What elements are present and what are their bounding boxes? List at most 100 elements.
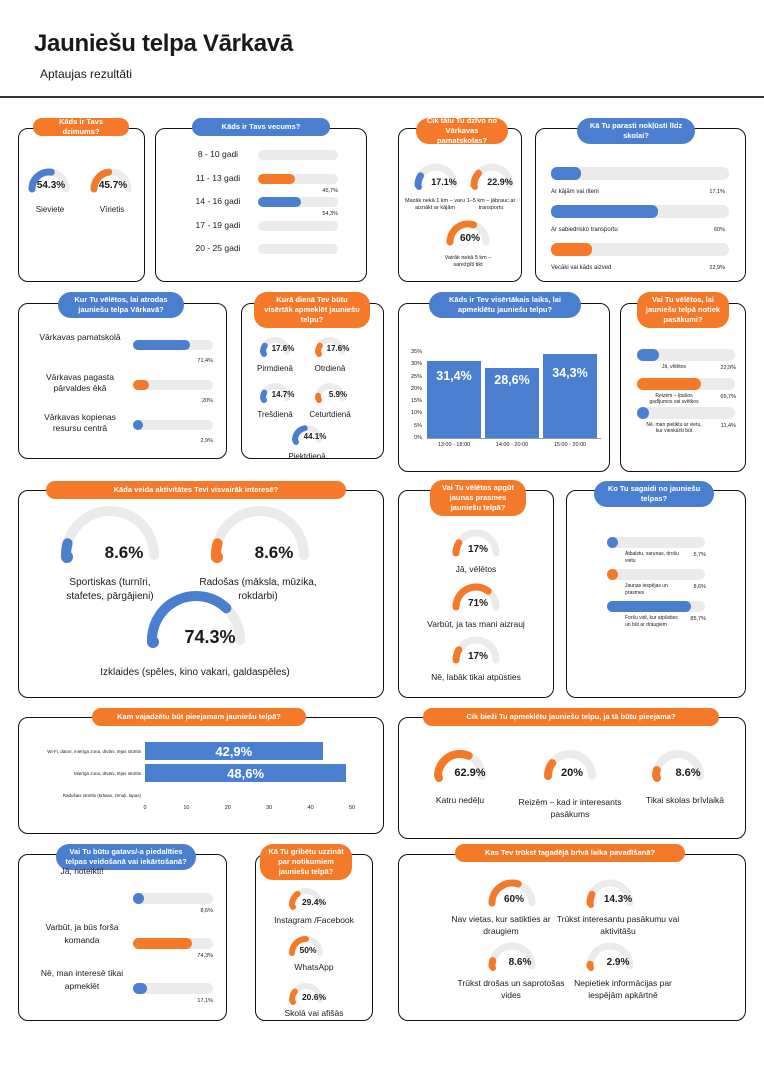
chart-label: Vecāki vai kāds aizved: [551, 265, 612, 271]
gauge-dot: [290, 904, 296, 910]
gauge-value-label: 17.6%: [271, 344, 295, 353]
bar-track: [637, 378, 735, 390]
chart-title-pill: Cik bieži Tu apmeklētu jauniešu telpu, j…: [423, 708, 719, 726]
gauge-mark: [488, 942, 536, 970]
chart-label: Trūkst drošas un saprotošas vides: [457, 978, 565, 1000]
chart-label: 11 - 13 gadi: [195, 172, 241, 183]
gauge-mark: [147, 591, 245, 645]
x-tick-label: 30: [266, 805, 273, 811]
gauge-dot: [490, 965, 496, 971]
chart-label: Jaunas iespējas un prasmes: [625, 583, 668, 596]
gauge-value-label: 20.6%: [301, 991, 327, 1002]
bar-mark: [427, 360, 481, 438]
bar-mark: [145, 764, 347, 782]
chart-label: Vīrietis: [99, 205, 125, 214]
bar-value-label: 48,6%: [227, 766, 265, 781]
chart-label: 8 - 10 gadi: [197, 149, 239, 159]
gauge-track: [61, 506, 159, 560]
bar-mark: [145, 742, 323, 760]
chart-title-pill: Cik tālu Tu dzīvo no Vārkavas pamatskola…: [416, 116, 508, 145]
bar-track: [258, 173, 338, 184]
chart-label: Reizēm – kad ir interesants pasākums: [518, 797, 622, 819]
chart-title-pill: Vai Tu vēlētos, lai jauniešu telpā notie…: [637, 292, 729, 328]
gauge-mark: [289, 936, 323, 956]
gauge-value-label: 45.7%: [98, 180, 128, 191]
chart-title-pill: Kam vajadzētu būt pieejamam jauniešu tel…: [92, 708, 306, 726]
gauge-value-label: 54.3%: [36, 180, 66, 191]
gauge-dot: [472, 184, 478, 190]
gauge-fill: [544, 759, 557, 780]
bar-track: [607, 601, 705, 612]
gauge-value-label: 29.4%: [301, 896, 327, 907]
bar-track: [637, 407, 735, 419]
chart-label: Nē, man interesē tikai apmeklēt: [40, 968, 124, 991]
bar-track: [133, 983, 213, 994]
chart-label: 85,7%: [690, 616, 706, 622]
bar-value-label: 28,6%: [494, 372, 530, 387]
bar-mark: [543, 353, 597, 438]
gauge-value-label: 71%: [467, 598, 488, 609]
bar-fill: [133, 983, 147, 994]
y-tick-label: 5%: [414, 422, 422, 429]
bar-track: [258, 197, 338, 207]
y-tick-label: 20%: [410, 385, 422, 392]
chart-label: 8,6%: [693, 584, 706, 590]
y-tick-label: Wi-Fi, datori, mierīga zona, dīvāni, tēj…: [47, 749, 141, 754]
gauge-value-label: 44.1%: [303, 432, 327, 441]
chart-title-pill: Kurā dienā Tev būtu visērtāk apmeklēt ja…: [254, 292, 370, 328]
bar-fill: [133, 893, 144, 904]
page-subtitle: Aptaujas rezultāti: [40, 67, 133, 81]
gauge-fill: [452, 646, 463, 664]
chart-label: Vārkavas pagasta pārvaldes ēkā: [45, 372, 115, 393]
gauge-mark: [446, 220, 490, 246]
chart-title-pill: Vai Tu būtu gatavs/-a piedalīties telpas…: [56, 844, 196, 870]
chart-title-pill: Kāds ir Tavs vecums?: [192, 118, 330, 136]
bar-fill: [133, 380, 149, 390]
chart-label: Jā, noteikti!: [60, 866, 104, 876]
gauge-mark: [544, 750, 596, 780]
gauge-dot: [316, 351, 322, 357]
chart-label: Radošas (māksla, mūzika, rokdarbi): [199, 577, 317, 602]
bar-track: [133, 938, 213, 949]
chart-label: WhatsApp: [294, 962, 334, 972]
chart-label: Katru nedēļu: [435, 795, 485, 805]
gauge-value-label: 20%: [560, 766, 584, 779]
gauge-fill: [452, 539, 463, 557]
x-tick-label: 40: [307, 805, 314, 811]
gauge-dot: [416, 184, 422, 190]
chart-label: 17,1%: [197, 998, 213, 1004]
gauge-dot: [261, 351, 267, 357]
bar-fill: [133, 340, 191, 350]
chart-card: [398, 717, 746, 839]
bar-fill: [258, 197, 302, 207]
gauge-fill: [90, 168, 113, 193]
gauge-value-label: 62.9%: [454, 766, 486, 779]
chart-label: Mazāk nekā 1 km – varu aiznākt ar kājām: [405, 198, 465, 211]
chart-label: Nē, labāk tikai atpūsties: [431, 672, 521, 682]
gauge-value-label: 8.6%: [508, 957, 532, 968]
chart-label: Trešdienā: [257, 410, 293, 419]
chart-label: 20 - 25 gadi: [195, 243, 241, 253]
gauge-mark: [586, 942, 634, 970]
gauge-dot: [147, 636, 159, 648]
gauge-dot: [61, 551, 73, 563]
gauge-fill: [488, 879, 522, 907]
x-tick-label: 0: [143, 805, 147, 811]
bar-track: [551, 167, 729, 180]
bar-fill: [637, 378, 702, 390]
gauge-mark: [90, 168, 132, 193]
bar-track: [133, 340, 213, 350]
bar-mark: [485, 367, 539, 438]
gauge-mark: [586, 879, 634, 907]
x-tick-label: 50: [348, 805, 356, 811]
bar-fill: [607, 601, 691, 612]
bar-fill: [551, 205, 658, 218]
gauge-mark: [28, 168, 70, 193]
bar-fill: [133, 420, 143, 430]
gauge-value-label: 8.6%: [104, 542, 144, 562]
chart-title-pill: Kur Tu vēlētos, lai atrodas jauniešu tel…: [58, 292, 184, 318]
chart-label: 5,7%: [693, 552, 706, 558]
y-tick-label: 30%: [410, 361, 422, 368]
bar-fill: [607, 569, 618, 580]
gauge-mark: [452, 583, 500, 611]
